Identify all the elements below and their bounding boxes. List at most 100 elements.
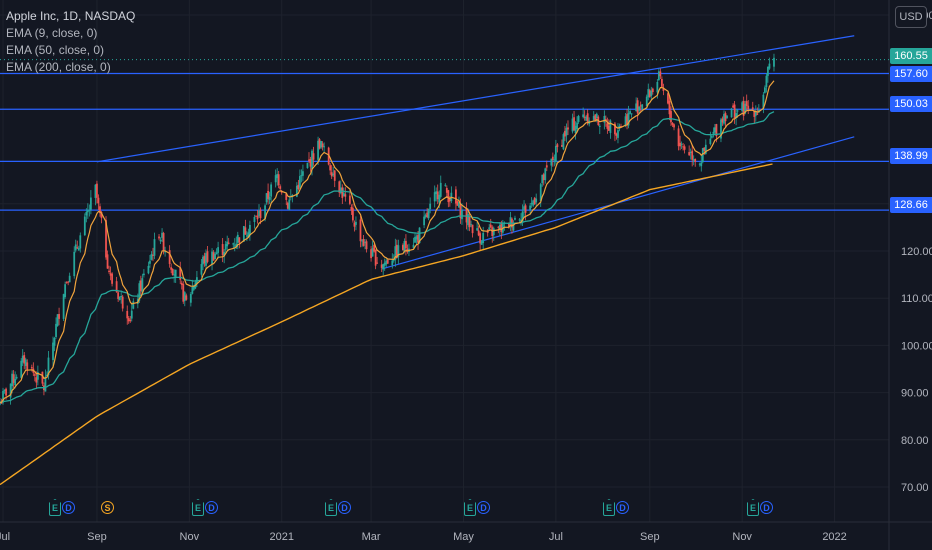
candle-body <box>726 115 728 119</box>
symbol-title[interactable]: Apple Inc, 1D, NASDAQ <box>6 9 136 23</box>
candle-body <box>435 191 438 194</box>
candle-body <box>689 151 692 153</box>
candle-body <box>215 252 218 255</box>
candle-body <box>545 165 548 168</box>
x-tick-label: May <box>453 531 474 543</box>
candle-body <box>192 285 195 290</box>
candle-body <box>732 105 734 108</box>
candle-body <box>245 235 248 237</box>
candle-body <box>162 233 165 251</box>
dividend-badge[interactable]: D <box>477 501 490 514</box>
candle-body <box>121 296 124 309</box>
candle-body <box>489 224 492 228</box>
candle-body <box>391 260 394 266</box>
candle-body <box>318 139 321 149</box>
candle-body <box>183 292 186 302</box>
candle-body <box>659 71 662 77</box>
candle-body <box>773 57 775 67</box>
candle-body <box>5 388 7 396</box>
candle-body <box>636 100 639 114</box>
dividend-badge[interactable]: D <box>205 501 218 514</box>
candle-body <box>97 197 100 204</box>
candle-body <box>668 100 671 115</box>
candle-body <box>141 278 144 293</box>
trendline-upper[interactable] <box>96 35 855 163</box>
earnings-badge[interactable]: E <box>49 499 61 516</box>
candle-body <box>264 205 266 219</box>
candle-body <box>308 159 310 161</box>
candle-body <box>127 318 130 322</box>
candle-body <box>24 359 27 366</box>
candle-body <box>638 106 641 111</box>
x-tick-label: Nov <box>732 531 752 543</box>
candle-body <box>567 127 569 130</box>
candle-body <box>607 125 610 131</box>
ema200-legend[interactable]: EMA (200, close, 0) <box>6 60 111 74</box>
candle-body <box>762 94 765 109</box>
earnings-badge[interactable]: E <box>192 499 204 516</box>
candle-body <box>323 146 326 148</box>
candle-body <box>624 116 627 126</box>
candle-body <box>456 201 459 206</box>
candle-body <box>344 194 347 197</box>
candle-body <box>365 241 368 250</box>
candle-body <box>542 174 545 181</box>
candle-body <box>439 182 442 197</box>
candle-body <box>200 264 203 275</box>
candle-body <box>598 125 601 127</box>
candle-body <box>227 242 230 244</box>
ema200-line[interactable] <box>0 163 773 486</box>
x-tick-label: Nov <box>180 531 200 543</box>
ema9-legend[interactable]: EMA (9, close, 0) <box>6 26 98 40</box>
candle-body <box>0 402 1 405</box>
ema50-line[interactable] <box>0 111 775 403</box>
dividend-badge[interactable]: D <box>760 501 773 514</box>
candle-body <box>285 193 288 200</box>
candle-body <box>492 228 495 236</box>
candle-body <box>342 192 345 196</box>
candle-body <box>374 249 377 266</box>
earnings-badge[interactable]: E <box>325 499 337 516</box>
candle-body <box>300 175 303 177</box>
candle-body <box>733 104 736 118</box>
candle-body <box>274 175 277 183</box>
candle-body <box>41 371 44 384</box>
split-badge[interactable]: S <box>101 501 114 514</box>
dividend-badge[interactable]: D <box>62 501 75 514</box>
candle-body <box>62 294 65 319</box>
earnings-badge[interactable]: E <box>464 499 476 516</box>
dividend-badge[interactable]: D <box>338 501 351 514</box>
candle-body <box>550 158 553 166</box>
candle-body <box>120 296 123 298</box>
candle-body <box>321 143 324 148</box>
candle-body <box>35 377 38 383</box>
candle-body <box>362 239 365 246</box>
candle-body <box>720 119 722 139</box>
currency-button[interactable]: USD <box>895 6 927 28</box>
candle-body <box>386 259 389 264</box>
candle-body <box>47 357 50 376</box>
candle-body <box>751 107 754 109</box>
y-tick-label: 80.00 <box>901 435 929 447</box>
ema9-line[interactable] <box>0 80 775 404</box>
ema50-legend[interactable]: EMA (50, close, 0) <box>6 43 105 57</box>
candle-body <box>667 93 669 104</box>
candle-body <box>691 150 694 160</box>
candle-body <box>288 199 291 210</box>
candle-body <box>405 240 407 249</box>
candle-body <box>109 273 112 276</box>
candle-body <box>118 296 121 301</box>
candle-body <box>518 219 521 221</box>
dividend-badge[interactable]: D <box>616 501 629 514</box>
candle-body <box>14 378 17 386</box>
y-tick-label: 70.00 <box>901 482 929 494</box>
candle-body <box>338 181 341 193</box>
candle-body <box>615 133 618 136</box>
earnings-badge[interactable]: E <box>603 499 615 516</box>
candle-body <box>403 240 406 252</box>
candle-body <box>86 210 89 213</box>
earnings-badge[interactable]: E <box>747 499 759 516</box>
candle-body <box>361 240 363 242</box>
candle-body <box>401 245 404 250</box>
